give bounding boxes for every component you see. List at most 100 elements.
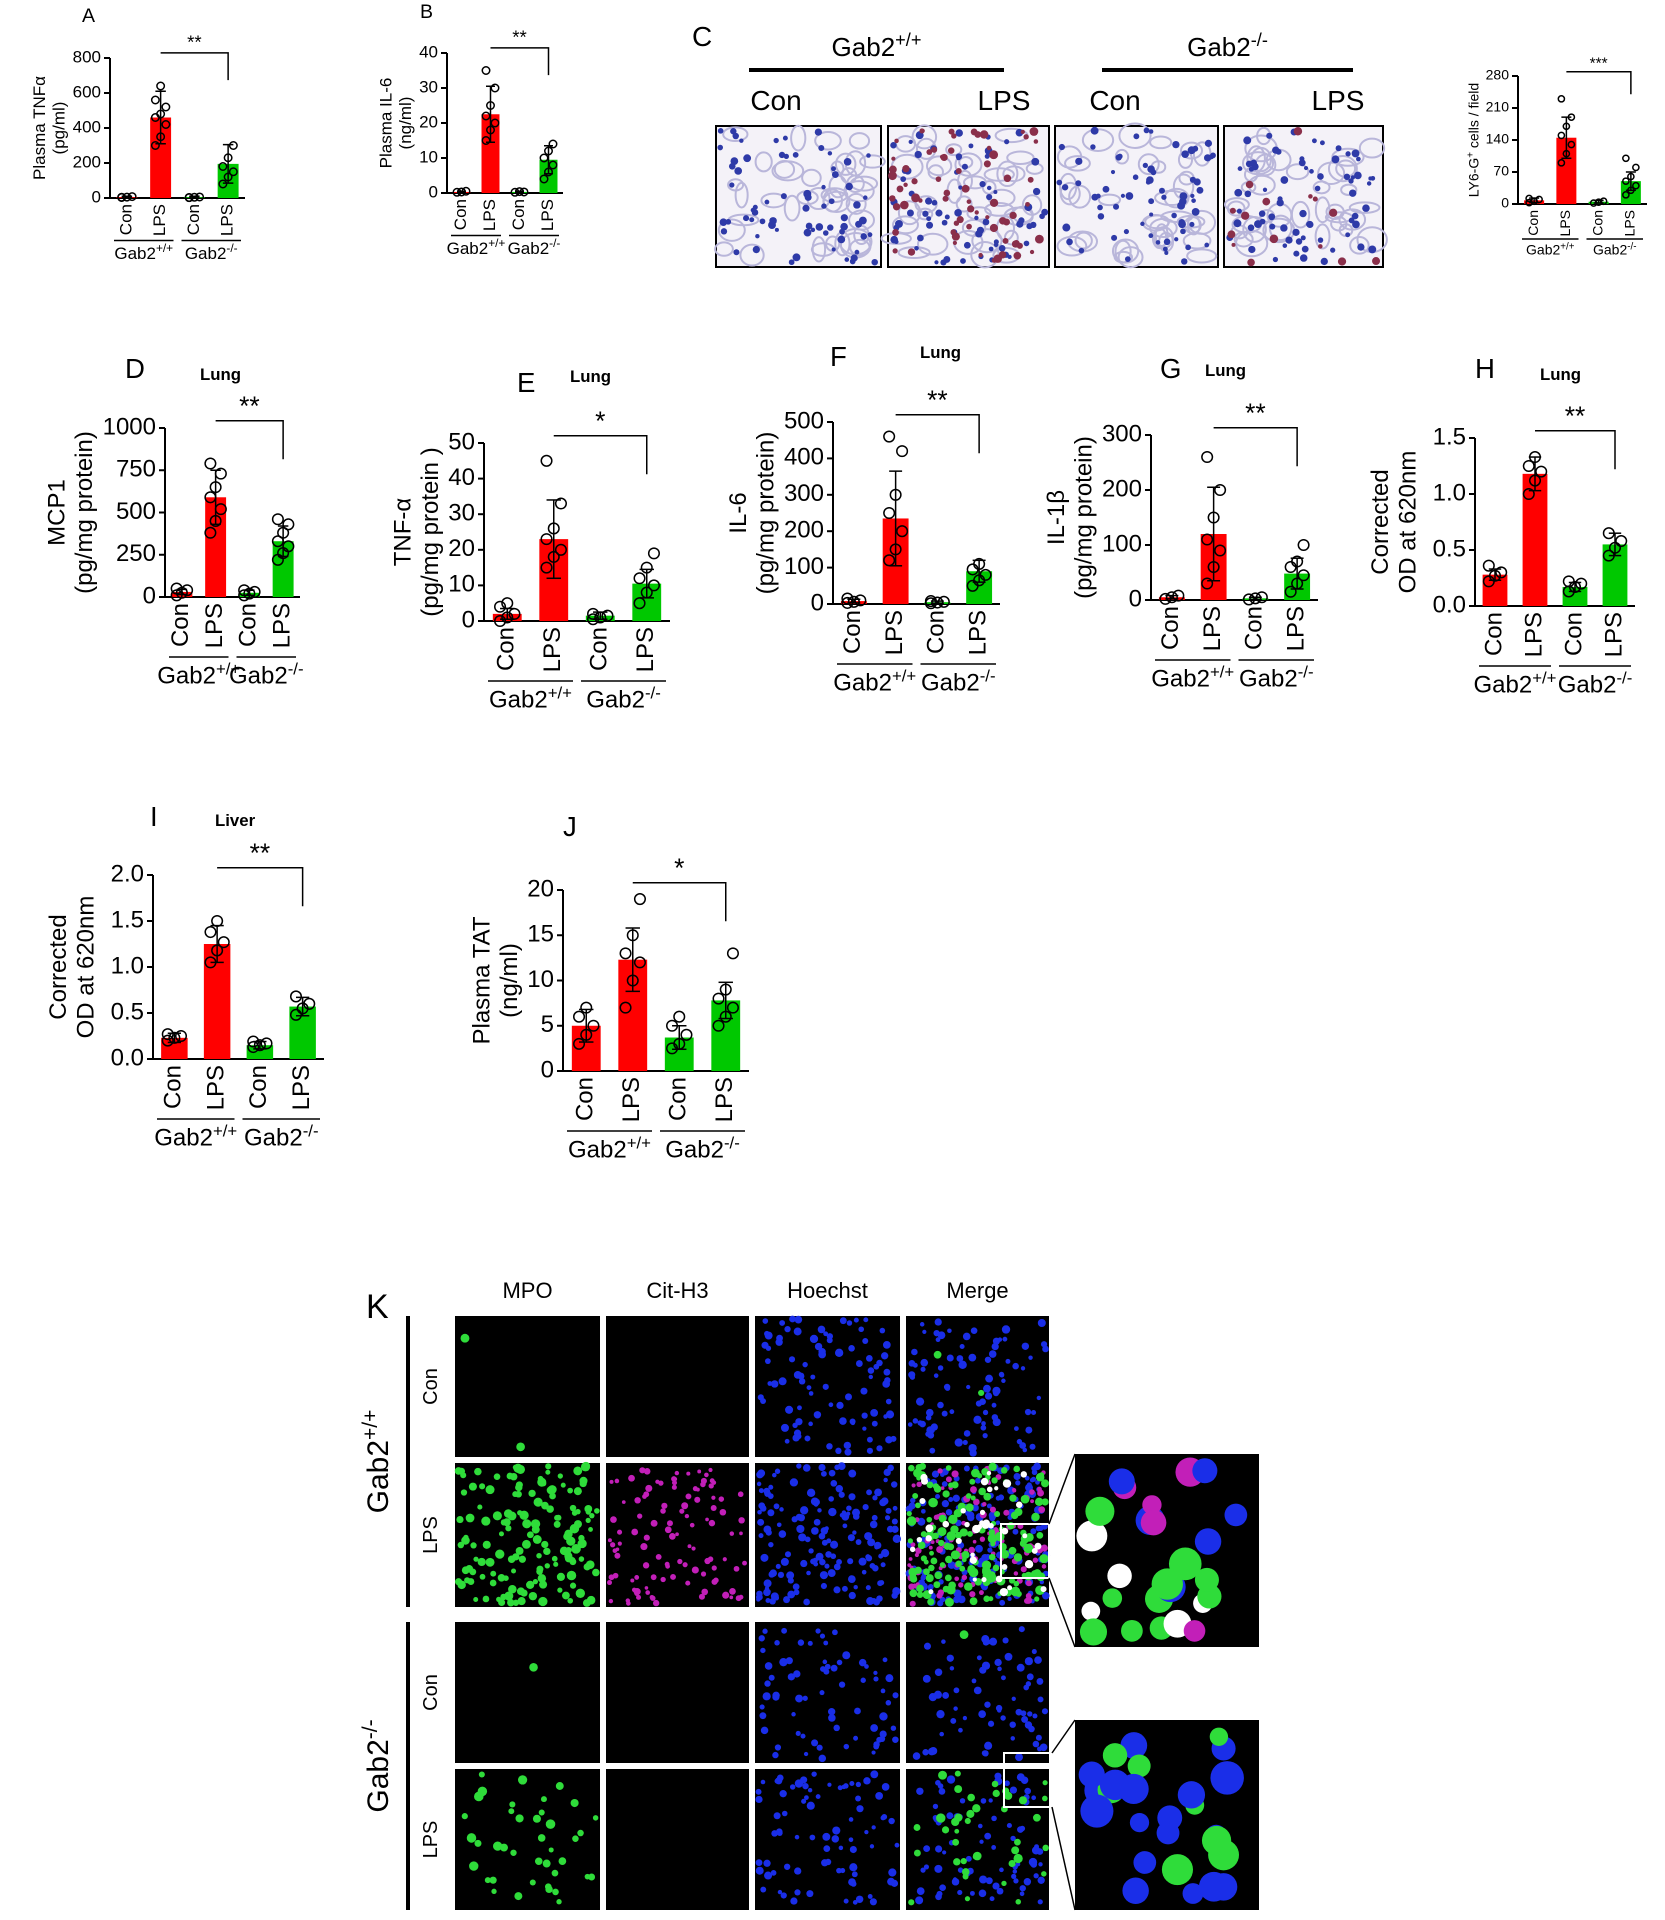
nucleus bbox=[818, 145, 825, 152]
data-point bbox=[647, 547, 660, 560]
cell bbox=[1018, 1626, 1025, 1633]
nucleus bbox=[1285, 236, 1293, 244]
cell bbox=[948, 1514, 958, 1525]
cell bbox=[630, 1578, 635, 1583]
fluorescence-image bbox=[606, 1769, 749, 1910]
cell bbox=[979, 1875, 988, 1884]
alveolus bbox=[834, 152, 857, 176]
data-point bbox=[580, 1001, 593, 1014]
alveolus bbox=[734, 181, 749, 209]
nucleus bbox=[1123, 229, 1129, 235]
cell bbox=[454, 1578, 463, 1586]
cell bbox=[589, 1512, 595, 1519]
cell bbox=[998, 1542, 1007, 1552]
alveolus bbox=[1285, 163, 1310, 181]
cell bbox=[508, 1584, 517, 1594]
cell bbox=[671, 1484, 677, 1490]
cell bbox=[894, 1842, 900, 1848]
image-bg bbox=[715, 125, 882, 268]
nucleus bbox=[1203, 154, 1212, 162]
panel-letter: F bbox=[830, 341, 847, 372]
nucleus bbox=[1269, 223, 1276, 230]
cell bbox=[892, 1505, 898, 1511]
cell bbox=[1013, 1853, 1023, 1864]
cell bbox=[792, 1434, 800, 1442]
cell bbox=[915, 1547, 922, 1554]
cell bbox=[1008, 1546, 1017, 1555]
cell bbox=[685, 1580, 691, 1586]
cell bbox=[765, 1588, 771, 1595]
cell bbox=[830, 1540, 839, 1549]
cell bbox=[1005, 1358, 1011, 1364]
alveolus bbox=[911, 124, 938, 150]
cell bbox=[843, 1743, 850, 1750]
text-part: +/+ bbox=[892, 666, 916, 685]
cell bbox=[764, 1680, 771, 1687]
text-part: -/- bbox=[724, 1133, 740, 1152]
cell bbox=[999, 1599, 1006, 1606]
cell bbox=[855, 1795, 862, 1802]
cell bbox=[908, 1583, 915, 1590]
cell bbox=[781, 1627, 788, 1634]
cell bbox=[470, 1542, 477, 1549]
nucleus bbox=[1030, 221, 1037, 229]
significance-bracket bbox=[1213, 427, 1298, 467]
nucleus bbox=[1178, 220, 1186, 229]
data-point bbox=[204, 491, 217, 504]
nucleus bbox=[1254, 220, 1262, 229]
cell bbox=[963, 1465, 970, 1472]
cell bbox=[804, 1435, 811, 1442]
cell bbox=[1021, 1342, 1030, 1350]
x-tick-label: LPS bbox=[218, 204, 237, 236]
cell bbox=[870, 1770, 879, 1779]
cell bbox=[939, 1731, 944, 1737]
nucleus bbox=[894, 219, 903, 228]
cell bbox=[503, 1509, 513, 1518]
data-point bbox=[554, 543, 567, 556]
cell bbox=[1004, 1791, 1013, 1800]
cell bbox=[908, 1557, 913, 1561]
cell bbox=[517, 1596, 526, 1606]
nucleus bbox=[986, 185, 992, 191]
y-axis-label: IL-1β bbox=[1043, 490, 1070, 545]
nucleus bbox=[1299, 254, 1308, 262]
cell bbox=[929, 1550, 934, 1556]
cell bbox=[773, 1812, 781, 1820]
cell bbox=[828, 1507, 837, 1517]
nucleus bbox=[914, 245, 919, 251]
cell bbox=[504, 1591, 514, 1601]
cell bbox=[935, 1337, 941, 1343]
cell bbox=[954, 1828, 960, 1834]
nucleus bbox=[803, 189, 812, 198]
cell bbox=[1009, 1786, 1018, 1794]
data-point bbox=[204, 457, 217, 470]
data-point bbox=[282, 518, 295, 531]
nucleus bbox=[1234, 188, 1243, 197]
cell bbox=[849, 1845, 857, 1854]
cell bbox=[961, 1550, 970, 1559]
nucleus bbox=[717, 144, 724, 151]
cell bbox=[1177, 1781, 1206, 1809]
cell bbox=[796, 1463, 802, 1469]
group-label: Gab2-/- bbox=[229, 659, 304, 690]
cell bbox=[708, 1467, 713, 1473]
cell bbox=[876, 1445, 883, 1452]
data-point bbox=[271, 535, 284, 548]
nucleus bbox=[1282, 243, 1288, 248]
nucleus bbox=[782, 135, 788, 141]
cell bbox=[855, 1781, 861, 1788]
cell bbox=[612, 1572, 619, 1579]
cell bbox=[509, 1801, 516, 1808]
data-point bbox=[1525, 198, 1533, 207]
cell bbox=[796, 1524, 805, 1534]
cell bbox=[995, 1495, 1001, 1501]
x-tick-label: LPS bbox=[1622, 210, 1638, 236]
x-tick-label: Con bbox=[1589, 210, 1605, 236]
group-label: Gab2-/- bbox=[185, 241, 238, 263]
cell bbox=[1029, 1489, 1035, 1495]
cell bbox=[890, 1481, 898, 1488]
data-point bbox=[1165, 591, 1178, 604]
data-point bbox=[539, 174, 549, 184]
x-tick-label: Con bbox=[493, 627, 520, 671]
cell bbox=[567, 1597, 574, 1604]
